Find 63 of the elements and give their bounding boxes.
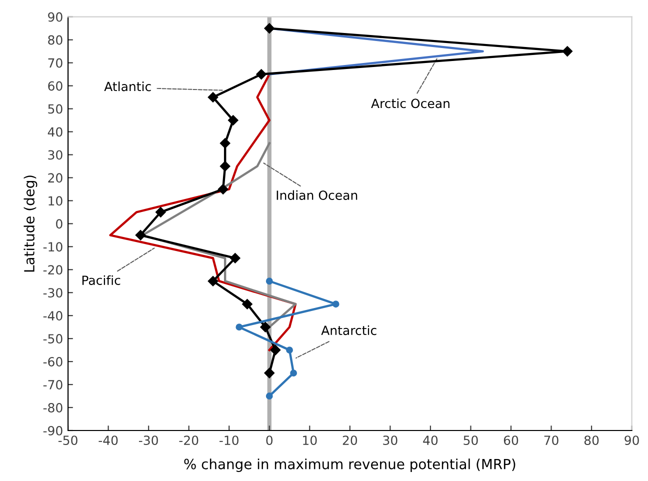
point <box>290 370 298 377</box>
annotation: Arctic Ocean <box>371 98 450 108</box>
point <box>266 392 273 400</box>
x-tick-label: -50 <box>58 436 78 446</box>
point <box>562 46 572 56</box>
point <box>220 161 230 172</box>
y-tick-label: -40 <box>43 311 62 321</box>
x-tick-label: 10 <box>303 436 317 446</box>
annotation: Pacific <box>82 275 120 285</box>
y-tick-label: 40 <box>48 127 62 137</box>
y-tick-label: -20 <box>43 265 62 275</box>
x-tick-label: -30 <box>138 436 158 446</box>
x-tick-label: 40 <box>423 436 438 446</box>
point <box>236 324 243 331</box>
x-tick-label: 50 <box>464 436 478 446</box>
y-tick-label: -50 <box>43 334 62 344</box>
point <box>264 368 274 378</box>
point <box>264 23 274 34</box>
point <box>270 344 281 356</box>
y-tick-label: 30 <box>48 150 62 160</box>
point <box>228 115 238 126</box>
x-tick-label: 30 <box>383 436 398 446</box>
x-tick-label: 90 <box>624 436 639 446</box>
y-tick-label: -10 <box>43 242 62 252</box>
annotation: Atlantic <box>104 82 151 92</box>
point <box>208 276 218 286</box>
y-tick-label: 70 <box>48 58 62 68</box>
point <box>242 298 252 310</box>
y-tick-label: 90 <box>48 12 62 22</box>
y-tick-label: 50 <box>48 104 62 114</box>
point <box>218 184 228 194</box>
annotation: Antarctic <box>321 325 376 336</box>
point <box>230 253 240 264</box>
y-tick-label: -90 <box>43 426 62 436</box>
point <box>208 92 218 102</box>
y-tick-label: 20 <box>48 173 62 183</box>
x-tick-label: -10 <box>220 436 238 446</box>
y-tick-label: -60 <box>43 357 62 366</box>
point <box>135 230 146 240</box>
x-tick-label: 80 <box>584 436 599 446</box>
x-tick-label: 20 <box>342 436 358 446</box>
point <box>332 300 340 308</box>
point <box>266 278 273 285</box>
x-tick-label: 0 <box>266 436 273 446</box>
y-tick-label: 10 <box>48 196 62 206</box>
y-tick-label: -30 <box>43 288 62 298</box>
x-tick-label: -20 <box>179 436 198 446</box>
y-axis-title: Latitude (deg) <box>24 176 38 272</box>
point <box>260 322 270 332</box>
y-tick-label: -80 <box>43 402 62 412</box>
y-tick-label: 0 <box>56 219 62 229</box>
point <box>286 346 293 354</box>
annotation: Indian Ocean <box>276 190 358 200</box>
y-tick-label: 60 <box>48 81 62 91</box>
point <box>256 69 266 80</box>
y-tick-label: -70 <box>43 380 62 390</box>
point <box>220 138 230 148</box>
x-tick-label: 60 <box>504 436 518 446</box>
y-tick-label: 80 <box>48 35 62 45</box>
x-tick-label: -40 <box>98 436 118 446</box>
x-axis-title: % change in maximum revenue potential (MRP) <box>184 458 516 472</box>
point <box>156 207 166 218</box>
x-tick-label: 70 <box>544 436 558 446</box>
